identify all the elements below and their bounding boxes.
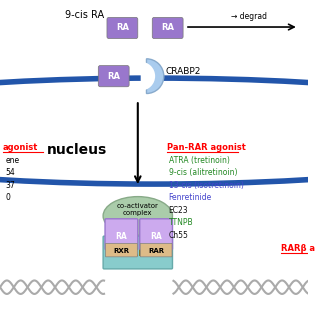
Text: RARβ a: RARβ a	[281, 244, 316, 253]
FancyBboxPatch shape	[98, 66, 129, 87]
Text: 37: 37	[6, 180, 16, 189]
Text: RARE: RARE	[121, 247, 155, 258]
Text: RA: RA	[116, 23, 129, 33]
FancyBboxPatch shape	[106, 243, 137, 257]
Text: CRABP2: CRABP2	[166, 67, 201, 76]
Text: RA: RA	[161, 23, 174, 33]
Text: RXR: RXR	[113, 248, 130, 253]
Text: RA: RA	[107, 72, 120, 81]
Text: 13-cis (isotretinoin): 13-cis (isotretinoin)	[169, 180, 244, 189]
Text: 9-cis (alitretinoin): 9-cis (alitretinoin)	[169, 168, 237, 177]
FancyBboxPatch shape	[107, 17, 138, 39]
Text: → degrad: → degrad	[231, 12, 267, 21]
Text: EC23: EC23	[169, 206, 188, 215]
Wedge shape	[141, 62, 155, 91]
Text: ATRA (tretinoin): ATRA (tretinoin)	[169, 156, 229, 164]
FancyBboxPatch shape	[103, 236, 172, 269]
Text: co-activator
complex: co-activator complex	[117, 203, 159, 216]
FancyBboxPatch shape	[152, 17, 183, 39]
Text: Pan-RAR agonist: Pan-RAR agonist	[167, 143, 245, 152]
Text: Ch55: Ch55	[169, 231, 188, 240]
Text: RA: RA	[150, 232, 162, 241]
Wedge shape	[147, 59, 164, 93]
Text: 0: 0	[6, 193, 11, 202]
Text: 9-cis RA: 9-cis RA	[65, 11, 104, 20]
Text: nucleus: nucleus	[47, 143, 107, 157]
Ellipse shape	[103, 196, 172, 235]
FancyBboxPatch shape	[140, 219, 172, 250]
Text: RAR: RAR	[148, 248, 164, 253]
Text: ene: ene	[6, 156, 20, 164]
FancyBboxPatch shape	[105, 219, 138, 250]
Text: Fenretinide: Fenretinide	[169, 193, 212, 202]
Text: RA: RA	[116, 232, 127, 241]
Text: agonist: agonist	[3, 143, 38, 152]
FancyBboxPatch shape	[140, 243, 172, 257]
Text: 54: 54	[6, 168, 16, 177]
Text: TTNPB: TTNPB	[169, 218, 193, 227]
